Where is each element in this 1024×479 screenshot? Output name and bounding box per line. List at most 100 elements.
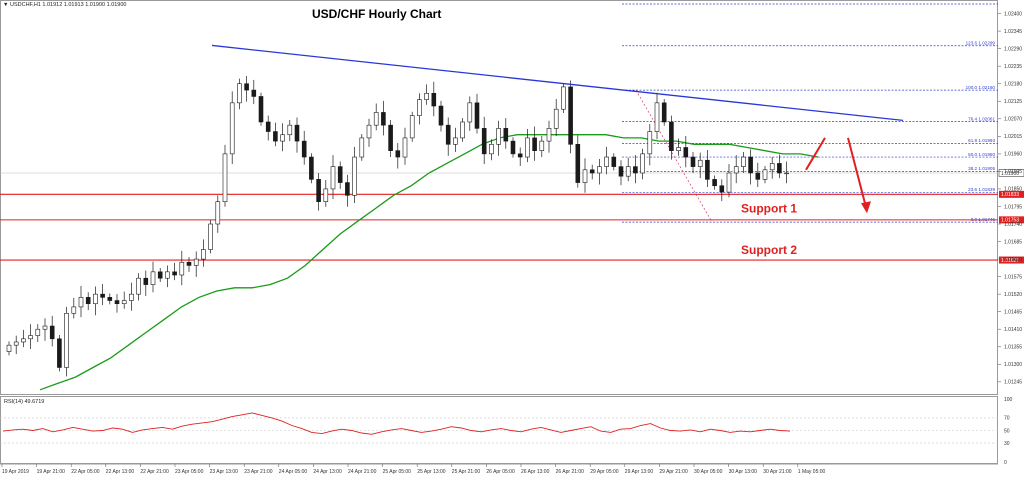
candle-body — [280, 134, 285, 142]
current-price-text: 1.01900 — [1001, 171, 1019, 177]
candle-body — [618, 166, 624, 177]
candle-body — [604, 156, 609, 167]
candle-body — [6, 344, 12, 352]
time-tick-label: 25 Apr 21:00 — [452, 469, 481, 475]
candle-body — [690, 156, 696, 167]
candle-body — [157, 271, 163, 279]
candle-body — [402, 137, 408, 158]
price-panel-frame — [0, 0, 998, 395]
time-tick-label: 29 Apr 13:00 — [625, 469, 654, 475]
time-tick-label: 26 Apr 13:00 — [521, 469, 550, 475]
candle-body — [784, 172, 789, 175]
candle-body — [49, 325, 55, 340]
rsi-panel-frame — [0, 396, 998, 464]
candle-body — [417, 99, 422, 116]
rsi-tick-label: 100 — [1004, 397, 1013, 403]
candle-body — [589, 169, 595, 174]
candle-body — [683, 147, 689, 158]
trend-line-group — [211, 44, 904, 122]
price-tick-label: 1.01355 — [1004, 345, 1022, 351]
time-tick-label: 23 Apr 13:00 — [210, 469, 239, 475]
rsi-tick-label: 0 — [1004, 460, 1007, 466]
candle-body — [395, 150, 401, 158]
candle-body — [64, 312, 69, 368]
candle-body — [381, 112, 386, 126]
time-tick-label: 26 Apr 21:00 — [556, 469, 585, 475]
price-tick-label: 1.02345 — [1004, 29, 1022, 35]
fib-level-label: 76.4 1.02061 — [968, 116, 995, 121]
candle-body — [215, 201, 221, 225]
candle-body — [42, 325, 48, 330]
candle-body — [71, 306, 77, 314]
candle-body — [777, 163, 782, 174]
candle-body — [726, 172, 732, 193]
candle-body — [697, 159, 703, 167]
candle-body — [597, 166, 602, 174]
time-tick-label: 24 Apr 05:00 — [279, 469, 308, 475]
candle-body — [582, 169, 588, 183]
fib-level-label: 61.8 1.01993 — [968, 138, 995, 143]
candle-body — [438, 105, 444, 126]
candle-body — [323, 188, 329, 202]
candle-body — [57, 338, 62, 368]
price-tick-label: 1.01575 — [1004, 274, 1022, 280]
price-tick-label: 1.01410 — [1004, 327, 1022, 333]
candle-body — [35, 328, 41, 336]
candle-body — [85, 297, 91, 305]
candle-body — [294, 124, 300, 142]
candle-body — [568, 86, 573, 145]
time-tick-label: 30 Apr 13:00 — [729, 469, 758, 475]
support-price-box — [999, 190, 1024, 198]
price-tick-label: 1.01850 — [1004, 187, 1022, 193]
candle-body — [625, 166, 631, 177]
candle-body — [633, 166, 638, 174]
price-tick-label: 1.02180 — [1004, 82, 1022, 88]
price-tick-label: 1.02015 — [1004, 134, 1022, 140]
candle-body — [748, 156, 753, 174]
fib-level-label: 100.0 1.02160 — [966, 85, 996, 90]
candle-body — [316, 179, 321, 202]
price-tick-label: 1.02290 — [1004, 46, 1022, 52]
candles — [6, 76, 789, 377]
support-price-text: 1.01833 — [1001, 192, 1019, 198]
time-tick-label: 23 Apr 21:00 — [244, 469, 273, 475]
candle-body — [474, 102, 480, 129]
moving-average — [39, 134, 819, 391]
candle-body — [237, 83, 242, 104]
candle-body — [712, 179, 717, 187]
fib-level-label: 50.0 1.01950 — [968, 152, 995, 157]
candle-body — [251, 89, 257, 97]
time-tick-label: 23 Apr 05:00 — [175, 469, 204, 475]
candle-body — [481, 128, 487, 155]
candle-body — [525, 137, 530, 158]
candle-body — [654, 102, 660, 132]
support-lines: 1.01833 Support 1 1.01753 1.01627 Support 2 1… — [0, 169, 1024, 264]
forecast-down-arrow — [847, 137, 867, 208]
candle-body — [265, 121, 271, 132]
candle-body — [193, 258, 199, 266]
price-axis: 1.02400 1.02345 1.02290 1.02235 1.02180 1.021… — [998, 11, 1022, 386]
candle-body — [647, 131, 653, 155]
candle-body — [445, 124, 451, 145]
candle-body — [28, 335, 33, 340]
candle-body — [431, 92, 437, 107]
candle-body — [258, 96, 264, 123]
rsi-tick-label: 50 — [1004, 428, 1010, 434]
trend-line — [211, 44, 904, 122]
candle-body — [136, 277, 141, 295]
candle-body — [143, 277, 149, 285]
current-price-box — [998, 169, 1024, 177]
candle-body — [517, 153, 523, 158]
time-tick-label: 1 May 05:00 — [798, 469, 826, 475]
candle-body — [114, 300, 120, 305]
time-tick-label: 29 Apr 21:00 — [659, 469, 688, 475]
candle-body — [129, 293, 134, 301]
candle-body — [337, 166, 343, 183]
price-tick-label: 1.01740 — [1004, 222, 1022, 228]
fib-anchor-line — [635, 89, 713, 223]
candle-body — [539, 140, 545, 151]
support-label: Support 2 — [741, 243, 797, 257]
candle-body — [532, 137, 537, 151]
price-tick-label: 1.01905 — [1004, 169, 1022, 175]
candle-body — [309, 156, 314, 180]
